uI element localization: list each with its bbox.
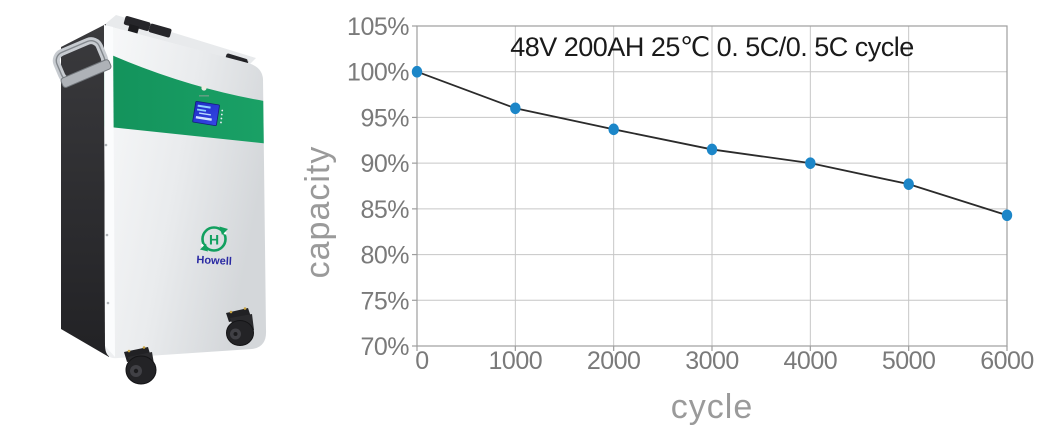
front-edge-bevel <box>104 25 115 357</box>
x-axis-label: cycle <box>670 388 754 426</box>
data-point <box>903 178 914 190</box>
y-tick-label: 95% <box>360 104 409 132</box>
y-tick-label: 100% <box>347 59 409 87</box>
top-bracket-icon <box>123 16 151 34</box>
x-tick-label: 4000 <box>784 347 838 375</box>
side-handle-icon <box>52 37 112 88</box>
brand-logo-icon: H <box>200 226 228 252</box>
x-tick-label: 0 <box>415 347 428 375</box>
y-axis-label: capacity <box>299 145 337 279</box>
caster-wheel-icon <box>124 346 157 385</box>
chart-title: 48V 200AH 25℃ 0. 5C/0. 5C cycle <box>510 32 914 62</box>
data-point <box>805 157 816 169</box>
lcd-buttons <box>220 109 224 124</box>
x-tick-label: 5000 <box>882 347 936 375</box>
y-tick-label: 75% <box>360 287 409 315</box>
data-point <box>608 123 619 136</box>
plot-frame <box>416 25 1008 347</box>
logo-letter: H <box>209 232 219 248</box>
caster-wheel-icon <box>226 307 254 346</box>
y-tick-label: 80% <box>360 242 409 270</box>
lcd-screen <box>192 101 224 127</box>
brand-name: Howell <box>196 254 232 268</box>
data-point <box>411 65 423 78</box>
y-tick-label: 90% <box>360 150 409 178</box>
battery-product-image: H Howell <box>0 0 310 444</box>
tiny-label <box>199 95 209 97</box>
data-point <box>510 102 521 115</box>
battery-illustration: H Howell <box>52 15 267 385</box>
x-tick-label: 2000 <box>587 347 641 375</box>
green-stripe <box>104 50 267 144</box>
x-tick-label: 6000 <box>980 347 1034 375</box>
x-tick-label: 1000 <box>489 347 543 375</box>
y-tick-label: 85% <box>360 196 409 224</box>
battery-side-panel <box>61 24 109 357</box>
x-tick-label: 3000 <box>685 347 739 375</box>
top-bracket-icon <box>148 23 172 38</box>
status-button-icon <box>201 85 207 91</box>
y-tick-label: 105% <box>347 13 409 41</box>
data-point <box>706 143 718 156</box>
data-point <box>1001 209 1013 222</box>
y-tick-label: 70% <box>360 333 409 361</box>
